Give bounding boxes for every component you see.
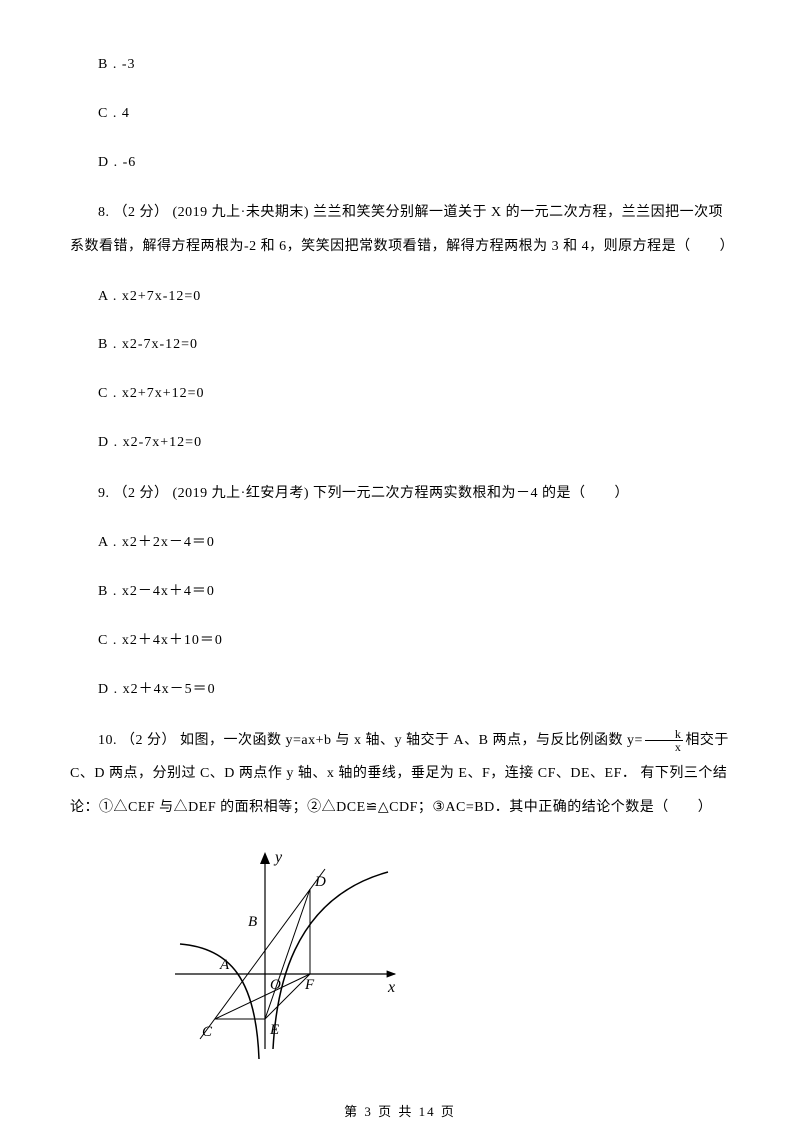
q7-option-d: D . -6 [70, 148, 730, 179]
label-a: A [219, 957, 230, 973]
q8-option-a: A . x2+7x-12=0 [70, 282, 730, 313]
seg-cf [215, 974, 310, 1019]
q9-option-c: C . x2＋4x＋10＝0 [70, 626, 730, 657]
q10-frac-num: k [645, 728, 684, 741]
q7-option-c: C . 4 [70, 99, 730, 130]
q10-figure-svg: y x O A B D F C E [160, 844, 410, 1064]
label-x: x [387, 979, 395, 996]
label-b: B [248, 914, 257, 930]
q8-stem: 8. （2 分） (2019 九上·未央期末) 兰兰和笑笑分别解一道关于 X 的… [70, 196, 730, 263]
q9-stem: 9. （2 分） (2019 九上·红安月考) 下列一元二次方程两实数根和为－4… [70, 477, 730, 511]
q8-option-d: D . x2-7x+12=0 [70, 428, 730, 459]
label-f: F [304, 977, 315, 993]
hyperbola-q1 [273, 872, 388, 1049]
q8-option-c: C . x2+7x+12=0 [70, 379, 730, 410]
label-d: D [314, 874, 326, 890]
label-o: O [270, 977, 281, 993]
q8-option-b: B . x2-7x-12=0 [70, 330, 730, 361]
label-e: E [269, 1022, 279, 1038]
label-y: y [273, 849, 283, 866]
q10-figure: y x O A B D F C E [160, 844, 730, 1069]
q10-stem-pre: 10. （2 分） 如图，一次函数 y=ax+b 与 x 轴、y 轴交于 A、B… [98, 733, 643, 748]
q7-option-b: B . -3 [70, 50, 730, 81]
q9-option-b: B . x2－4x＋4＝0 [70, 577, 730, 608]
seg-de [265, 889, 310, 1019]
page-footer: 第 3 页 共 14 页 [0, 1101, 800, 1120]
y-axis-arrow [260, 852, 270, 864]
label-c: C [202, 1024, 213, 1040]
q10-fraction: kx [645, 728, 684, 753]
q9-option-a: A . x2＋2x－4＝0 [70, 528, 730, 559]
line-cd [200, 869, 325, 1039]
q9-option-d: D . x2＋4x－5＝0 [70, 675, 730, 706]
q10-frac-den: x [645, 741, 684, 753]
page-body: B . -3 C . 4 D . -6 8. （2 分） (2019 九上·未央… [0, 0, 800, 1089]
q10-stem: 10. （2 分） 如图，一次函数 y=ax+b 与 x 轴、y 轴交于 A、B… [70, 724, 730, 825]
